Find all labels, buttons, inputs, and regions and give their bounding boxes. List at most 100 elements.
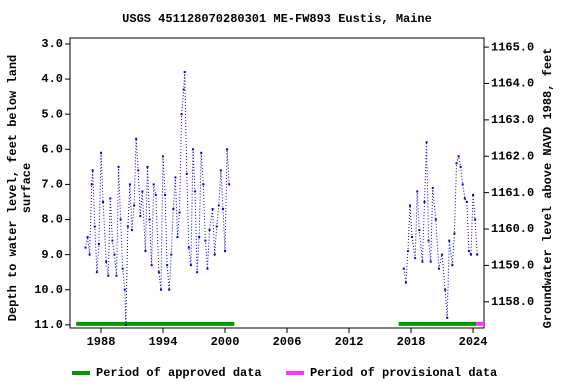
data-point [139, 215, 142, 218]
data-point [406, 250, 409, 253]
data-point [221, 207, 224, 210]
data-point [117, 165, 120, 168]
data-point [183, 71, 186, 74]
data-point [411, 236, 414, 239]
data-point [105, 260, 108, 263]
data-point [86, 236, 89, 239]
data-point [154, 193, 157, 196]
data-point [465, 200, 468, 203]
data-point [211, 207, 214, 210]
data-point [100, 151, 103, 154]
data-point [189, 264, 192, 267]
data-point [123, 288, 126, 291]
data-point [102, 200, 105, 203]
data-point [213, 253, 216, 256]
data-point [448, 239, 451, 242]
y2-tick-label: 1161.0 [491, 186, 534, 200]
y2-tick-label: 1162.0 [491, 149, 534, 163]
data-point [131, 229, 134, 232]
data-point [166, 264, 169, 267]
data-point [91, 169, 94, 172]
y-tick-label: 7.0 [41, 178, 63, 192]
data-point [119, 218, 122, 221]
data-point [97, 243, 100, 246]
data-point [146, 165, 149, 168]
data-point [215, 225, 218, 228]
data-point [416, 190, 419, 193]
data-point [441, 253, 444, 256]
chart-title: USGS 451128070280301 ME-FW893 Eustis, Ma… [122, 12, 432, 26]
data-point [226, 148, 229, 151]
x-tick-label: 1994 [149, 335, 178, 349]
data-point [202, 183, 205, 186]
data-point [469, 253, 472, 256]
data-point [476, 253, 479, 256]
data-point [427, 239, 430, 242]
data-point [176, 236, 179, 239]
data-point [115, 274, 118, 277]
y2-tick-label: 1165.0 [491, 40, 534, 54]
y-tick-label: 8.0 [41, 213, 63, 227]
data-point [200, 151, 203, 154]
x-tick-label: 2024 [459, 335, 488, 349]
data-point [170, 253, 173, 256]
y2-tick-label: 1159.0 [491, 259, 534, 273]
x-tick-label: 2006 [273, 335, 302, 349]
data-point [159, 288, 162, 291]
data-point [178, 211, 181, 214]
data-point [133, 204, 136, 207]
data-point [444, 288, 447, 291]
data-point [453, 232, 456, 235]
data-point [219, 169, 222, 172]
data-point [472, 193, 475, 196]
data-point [107, 274, 110, 277]
data-point [113, 253, 116, 256]
data-point [185, 172, 188, 175]
data-point [90, 183, 93, 186]
data-point [144, 250, 147, 253]
data-point [463, 197, 466, 200]
x-tick-label: 2018 [397, 335, 426, 349]
data-point [172, 207, 175, 210]
data-point [95, 271, 98, 274]
data-point [409, 204, 412, 207]
data-point [431, 186, 434, 189]
y-axis-label: Depth to water level, feet below land [6, 55, 20, 321]
data-point [474, 218, 477, 221]
data-point [187, 246, 190, 249]
data-point [168, 288, 171, 291]
y2-tick-label: 1160.0 [491, 222, 534, 236]
data-point [204, 239, 207, 242]
y-tick-label: 9.0 [41, 248, 63, 262]
data-point [228, 183, 231, 186]
data-point [148, 218, 151, 221]
data-point [198, 236, 201, 239]
data-point [157, 271, 160, 274]
data-point [88, 253, 91, 256]
data-point [429, 260, 432, 263]
y-axis-label: surface [20, 163, 34, 213]
x-tick-label: 1988 [87, 335, 116, 349]
y2-tick-label: 1158.0 [491, 295, 534, 309]
data-point [404, 281, 407, 284]
data-point [128, 183, 131, 186]
data-line [85, 72, 478, 325]
data-point [137, 169, 140, 172]
y2-tick-label: 1164.0 [491, 77, 534, 91]
data-point [414, 257, 417, 260]
data-point [196, 271, 199, 274]
y-tick-label: 4.0 [41, 72, 63, 86]
y2-tick-label: 1163.0 [491, 113, 534, 127]
data-point [180, 113, 183, 116]
data-point [191, 148, 194, 151]
data-point [174, 176, 177, 179]
data-point [93, 225, 96, 228]
data-point [423, 200, 426, 203]
data-point [217, 204, 220, 207]
data-point [224, 250, 227, 253]
y-tick-label: 10.0 [34, 283, 63, 297]
data-point [461, 183, 464, 186]
y-tick-label: 3.0 [41, 37, 63, 51]
data-point [467, 250, 470, 253]
data-point [152, 183, 155, 186]
